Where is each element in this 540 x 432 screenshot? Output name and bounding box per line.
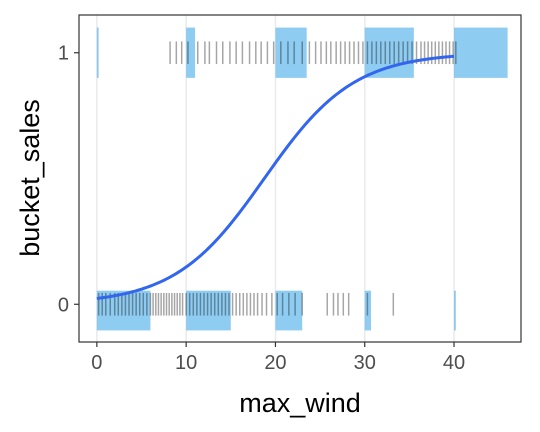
histogram-bar-zero-3 (364, 290, 371, 331)
x-axis-title: max_wind (239, 388, 361, 418)
y-tick-label-0: 0 (58, 294, 69, 316)
histogram-bar-zero-4 (454, 290, 456, 331)
x-tick-label-0: 0 (91, 352, 102, 374)
panel-border (78, 14, 522, 343)
x-tick-label-3: 30 (354, 352, 376, 374)
histogram-bar-one-4 (454, 27, 508, 78)
y-axis-title: bucket_sales (15, 99, 45, 257)
histogram-layer (96, 27, 508, 331)
rug-layer (97, 41, 457, 316)
x-tick-label-4: 40 (443, 352, 465, 374)
x-tick-label-2: 20 (264, 352, 286, 374)
histogram-bar-zero-1 (186, 290, 231, 331)
axis-layer: 0 10 20 30 40 0 1 (58, 43, 465, 374)
histogram-bar-one-0 (96, 27, 99, 78)
histogram-bar-one-2 (275, 27, 307, 78)
x-tick-label-1: 10 (175, 352, 197, 374)
histogram-bar-one-3 (364, 27, 414, 78)
fit-layer (96, 54, 455, 300)
histogram-bar-zero-2 (275, 290, 303, 331)
histogram-bar-one-1 (186, 27, 196, 78)
logistic-fit-line (96, 54, 455, 300)
y-tick-label-1: 1 (58, 43, 69, 65)
